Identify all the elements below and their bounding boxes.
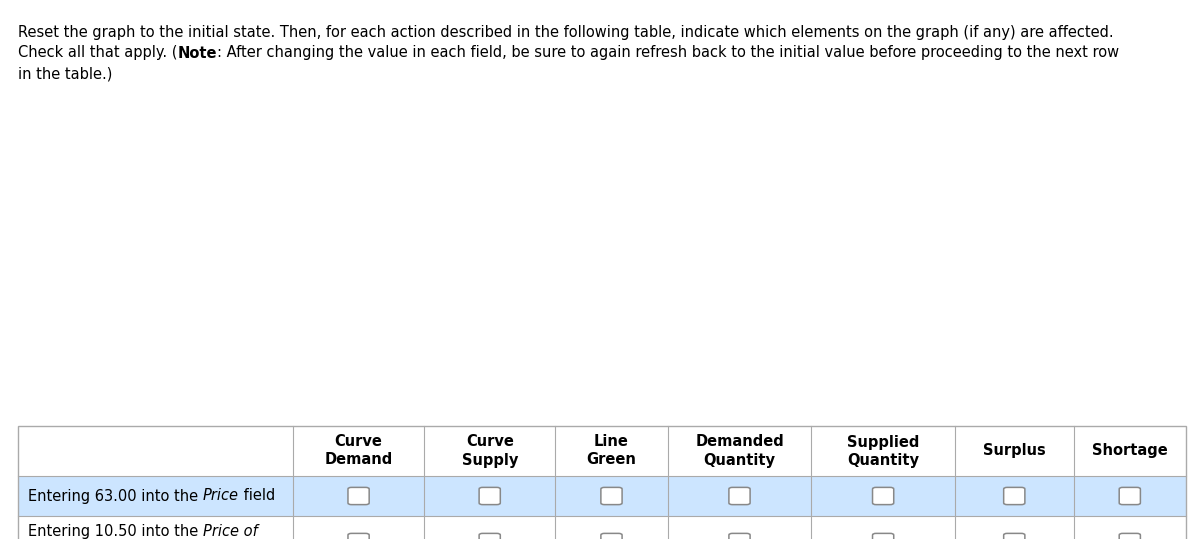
FancyBboxPatch shape (601, 487, 622, 505)
FancyBboxPatch shape (601, 534, 622, 539)
Bar (18, 476, 1186, 516)
Bar (18, 426, 1186, 539)
Text: Supply: Supply (462, 453, 518, 467)
Text: Demand: Demand (324, 453, 392, 467)
Text: Shortage: Shortage (1092, 444, 1168, 459)
FancyBboxPatch shape (479, 534, 500, 539)
Text: Entering 10.50 into the: Entering 10.50 into the (28, 524, 203, 539)
FancyBboxPatch shape (872, 487, 894, 505)
Text: Price of: Price of (203, 524, 258, 539)
Text: Quantity: Quantity (847, 453, 919, 467)
FancyBboxPatch shape (348, 487, 370, 505)
FancyBboxPatch shape (1003, 487, 1025, 505)
Text: in the table.): in the table.) (18, 66, 113, 81)
FancyBboxPatch shape (1003, 534, 1025, 539)
Text: Note: Note (178, 45, 217, 60)
Text: Curve: Curve (466, 434, 514, 450)
FancyBboxPatch shape (479, 487, 500, 505)
Text: Reset the graph to the initial state. Then, for each action described in the fol: Reset the graph to the initial state. Th… (18, 24, 1114, 39)
Text: Quantity: Quantity (703, 453, 775, 467)
FancyBboxPatch shape (728, 487, 750, 505)
Text: : After changing the value in each field, be sure to again refresh back to the i: : After changing the value in each field… (217, 45, 1120, 60)
Text: Supplied: Supplied (847, 434, 919, 450)
FancyBboxPatch shape (348, 534, 370, 539)
Text: Line: Line (594, 434, 629, 450)
FancyBboxPatch shape (1120, 534, 1140, 539)
FancyBboxPatch shape (872, 534, 894, 539)
Text: Check all that apply. (: Check all that apply. ( (18, 45, 178, 60)
Text: Green: Green (587, 453, 636, 467)
Text: Surplus: Surplus (983, 444, 1045, 459)
FancyBboxPatch shape (728, 534, 750, 539)
Bar (18, 426, 1186, 539)
FancyBboxPatch shape (1120, 487, 1140, 505)
Text: Curve: Curve (335, 434, 383, 450)
Text: Entering 63.00 into the: Entering 63.00 into the (28, 488, 203, 503)
Text: Price: Price (203, 488, 239, 503)
Text: Demanded: Demanded (695, 434, 784, 450)
Text: field: field (239, 488, 275, 503)
